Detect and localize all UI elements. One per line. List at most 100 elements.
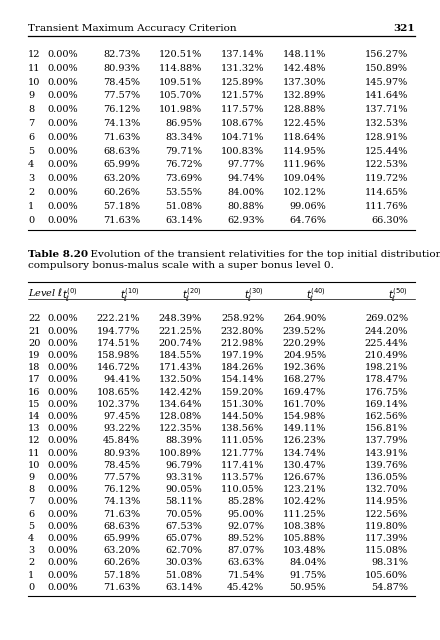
Text: 137.71%: 137.71% xyxy=(364,105,408,114)
Text: 17: 17 xyxy=(28,376,40,385)
Text: 11: 11 xyxy=(28,64,40,73)
Text: 0.00%: 0.00% xyxy=(48,188,78,197)
Text: 68.63%: 68.63% xyxy=(103,147,140,156)
Text: Level $\ell$: Level $\ell$ xyxy=(28,286,63,298)
Text: 62.70%: 62.70% xyxy=(165,546,202,555)
Text: 0.00%: 0.00% xyxy=(48,314,78,323)
Text: 176.75%: 176.75% xyxy=(365,388,408,397)
Text: 145.97%: 145.97% xyxy=(365,77,408,86)
Text: 114.95%: 114.95% xyxy=(283,147,326,156)
Text: 100.83%: 100.83% xyxy=(221,147,264,156)
Text: 94.41%: 94.41% xyxy=(103,376,140,385)
Text: 156.27%: 156.27% xyxy=(365,50,408,59)
Text: 0.00%: 0.00% xyxy=(48,339,78,348)
Text: 21: 21 xyxy=(28,326,40,335)
Text: 98.31%: 98.31% xyxy=(371,558,408,568)
Text: 71.63%: 71.63% xyxy=(103,133,140,142)
Text: 3: 3 xyxy=(28,174,34,183)
Text: $t_{\ell}^{(50)}$: $t_{\ell}^{(50)}$ xyxy=(388,286,408,304)
Text: 86.95%: 86.95% xyxy=(165,119,202,128)
Text: 87.07%: 87.07% xyxy=(227,546,264,555)
Text: 8: 8 xyxy=(28,105,34,114)
Text: 210.49%: 210.49% xyxy=(365,351,408,360)
Text: 269.02%: 269.02% xyxy=(365,314,408,323)
Text: 142.42%: 142.42% xyxy=(158,388,202,397)
Text: 121.77%: 121.77% xyxy=(220,449,264,458)
Text: 0.00%: 0.00% xyxy=(48,326,78,335)
Text: 97.45%: 97.45% xyxy=(103,412,140,421)
Text: 7: 7 xyxy=(28,497,34,506)
Text: 103.48%: 103.48% xyxy=(283,546,326,555)
Text: 82.73%: 82.73% xyxy=(103,50,140,59)
Text: 122.56%: 122.56% xyxy=(365,509,408,518)
Text: 71.63%: 71.63% xyxy=(103,216,140,225)
Text: 76.72%: 76.72% xyxy=(165,161,202,170)
Text: 91.75%: 91.75% xyxy=(289,571,326,580)
Text: 0.00%: 0.00% xyxy=(48,161,78,170)
Text: 109.51%: 109.51% xyxy=(159,77,202,86)
Text: 143.91%: 143.91% xyxy=(365,449,408,458)
Text: 137.30%: 137.30% xyxy=(282,77,326,86)
Text: 156.81%: 156.81% xyxy=(365,424,408,433)
Text: 74.13%: 74.13% xyxy=(103,497,140,506)
Text: 0.00%: 0.00% xyxy=(48,436,78,445)
Text: 158.98%: 158.98% xyxy=(97,351,140,360)
Text: 96.79%: 96.79% xyxy=(165,461,202,470)
Text: 184.26%: 184.26% xyxy=(221,363,264,372)
Text: 111.05%: 111.05% xyxy=(221,436,264,445)
Text: 90.05%: 90.05% xyxy=(165,485,202,494)
Text: 8: 8 xyxy=(28,485,34,494)
Text: 10: 10 xyxy=(28,77,40,86)
Text: 150.89%: 150.89% xyxy=(365,64,408,73)
Text: $t_{\ell}^{(0)}$: $t_{\ell}^{(0)}$ xyxy=(62,286,78,304)
Text: 13: 13 xyxy=(28,424,40,433)
Text: 184.55%: 184.55% xyxy=(159,351,202,360)
Text: 198.21%: 198.21% xyxy=(365,363,408,372)
Text: 113.57%: 113.57% xyxy=(220,473,264,482)
Text: 102.12%: 102.12% xyxy=(282,188,326,197)
Text: 149.11%: 149.11% xyxy=(282,424,326,433)
Text: 105.60%: 105.60% xyxy=(365,571,408,580)
Text: 128.88%: 128.88% xyxy=(283,105,326,114)
Text: 100.89%: 100.89% xyxy=(159,449,202,458)
Text: 18: 18 xyxy=(28,363,40,372)
Text: 63.14%: 63.14% xyxy=(165,583,202,592)
Text: 161.70%: 161.70% xyxy=(283,400,326,409)
Text: 0.00%: 0.00% xyxy=(48,119,78,128)
Text: 99.06%: 99.06% xyxy=(289,202,326,211)
Text: 144.50%: 144.50% xyxy=(221,412,264,421)
Text: 5: 5 xyxy=(28,522,34,531)
Text: 63.63%: 63.63% xyxy=(227,558,264,568)
Text: 71.63%: 71.63% xyxy=(103,509,140,518)
Text: 0.00%: 0.00% xyxy=(48,92,78,100)
Text: 0.00%: 0.00% xyxy=(48,571,78,580)
Text: 22: 22 xyxy=(28,314,40,323)
Text: 0.00%: 0.00% xyxy=(48,216,78,225)
Text: 64.76%: 64.76% xyxy=(289,216,326,225)
Text: 57.18%: 57.18% xyxy=(103,571,140,580)
Text: 117.41%: 117.41% xyxy=(220,461,264,470)
Text: 0.00%: 0.00% xyxy=(48,174,78,183)
Text: 78.45%: 78.45% xyxy=(103,461,140,470)
Text: 159.20%: 159.20% xyxy=(221,388,264,397)
Text: 154.14%: 154.14% xyxy=(220,376,264,385)
Text: 264.90%: 264.90% xyxy=(283,314,326,323)
Text: 20: 20 xyxy=(28,339,40,348)
Text: 50.95%: 50.95% xyxy=(289,583,326,592)
Text: 154.98%: 154.98% xyxy=(283,412,326,421)
Text: 65.07%: 65.07% xyxy=(165,534,202,543)
Text: 30.03%: 30.03% xyxy=(165,558,202,568)
Text: 168.27%: 168.27% xyxy=(283,376,326,385)
Text: 80.88%: 80.88% xyxy=(227,202,264,211)
Text: 0.00%: 0.00% xyxy=(48,485,78,494)
Text: 12: 12 xyxy=(28,50,40,59)
Text: 84.04%: 84.04% xyxy=(289,558,326,568)
Text: 125.44%: 125.44% xyxy=(365,147,408,156)
Text: 92.07%: 92.07% xyxy=(227,522,264,531)
Text: 67.53%: 67.53% xyxy=(165,522,202,531)
Text: 122.53%: 122.53% xyxy=(365,161,408,170)
Text: 0.00%: 0.00% xyxy=(48,558,78,568)
Text: $t_{\ell}^{(10)}$: $t_{\ell}^{(10)}$ xyxy=(120,286,140,304)
Text: 138.56%: 138.56% xyxy=(221,424,264,433)
Text: 232.80%: 232.80% xyxy=(221,326,264,335)
